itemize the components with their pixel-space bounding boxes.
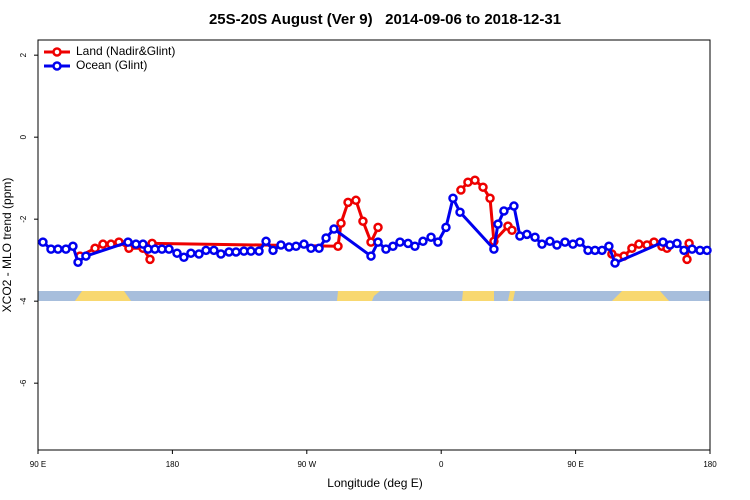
data-point (201, 245, 211, 256)
data-point (702, 245, 712, 256)
data-point (493, 219, 503, 229)
legend-label: Ocean (Glint) (76, 58, 147, 72)
data-point (687, 244, 697, 254)
data-point (507, 225, 517, 235)
x-tick-label: 90 W (297, 460, 316, 469)
data-point (682, 254, 692, 265)
y-tick-label: 2 (19, 52, 28, 57)
y-axis-label: XCO2 - MLO trend (ppm) (0, 178, 14, 313)
data-point (358, 216, 368, 226)
data-point (509, 201, 519, 211)
data-point (216, 249, 226, 259)
data-point (499, 206, 509, 216)
x-tick-label: 180 (166, 460, 180, 469)
legend-marker (52, 61, 62, 71)
y-tick-label: -6 (19, 379, 28, 387)
data-point (448, 193, 458, 204)
data-point (336, 218, 346, 229)
data-point (433, 237, 443, 247)
data-point (209, 245, 219, 256)
data-point (299, 239, 309, 249)
data-point (145, 254, 155, 265)
data-point (329, 224, 339, 234)
data-point (343, 197, 353, 208)
land-patch (612, 291, 669, 301)
data-point (231, 247, 241, 257)
data-point (261, 236, 271, 247)
y-tick-label: -4 (19, 297, 28, 305)
data-point (373, 222, 383, 233)
data-point (530, 232, 540, 242)
data-point (470, 175, 480, 185)
data-point (627, 243, 637, 254)
data-point (351, 195, 361, 206)
data-point (545, 236, 555, 247)
data-point (560, 237, 570, 247)
data-point (610, 258, 620, 268)
x-tick-label: 90 E (30, 460, 46, 469)
data-point (276, 240, 286, 250)
y-tick-label: 0 (19, 134, 28, 139)
data-point (522, 229, 532, 240)
y-tick-label: -2 (19, 215, 28, 223)
data-point (388, 241, 398, 251)
data-point (373, 237, 383, 247)
data-point (426, 232, 436, 242)
data-point (98, 239, 108, 249)
data-point (478, 182, 488, 192)
plot-frame (37, 39, 711, 451)
legend-marker (52, 47, 62, 57)
data-point (604, 241, 614, 251)
x-axis-label: Longitude (deg E) (327, 476, 422, 490)
data-point (441, 222, 451, 233)
land-patch (508, 291, 515, 301)
land-patch (462, 291, 494, 301)
data-point (306, 243, 316, 254)
x-tick-label: 180 (703, 460, 717, 469)
data-point (485, 193, 495, 204)
data-point (634, 239, 644, 249)
data-point (679, 245, 689, 256)
data-point (455, 207, 465, 217)
data-point (164, 244, 174, 254)
data-point (552, 240, 562, 250)
data-point (333, 241, 343, 251)
data-point (456, 185, 466, 195)
data-point (672, 238, 682, 249)
data-point (314, 243, 324, 254)
data-point (366, 251, 376, 261)
x-tick-label: 90 E (567, 460, 583, 469)
chart-title: 25S-20S August (Ver 9) 2014-09-06 to 201… (209, 11, 561, 28)
data-point (246, 246, 256, 256)
data-point (123, 237, 133, 247)
land-ocean-strip (38, 291, 710, 301)
data-point (254, 246, 264, 256)
data-point (291, 241, 301, 251)
x-tick-label: 0 (439, 460, 444, 469)
legend-label: Land (Nadir&Glint) (76, 44, 175, 58)
data-point (68, 241, 78, 251)
data-point (575, 237, 585, 247)
data-point (537, 239, 547, 249)
data-point (321, 233, 331, 243)
data-point (395, 237, 405, 247)
land-patch (75, 291, 131, 301)
data-point (73, 257, 83, 267)
data-point (418, 236, 428, 247)
data-point (179, 252, 189, 263)
data-point (489, 244, 499, 254)
data-point (38, 237, 48, 247)
data-point (81, 251, 91, 261)
data-point (172, 248, 182, 258)
data-point (194, 249, 204, 259)
data-point (410, 241, 420, 251)
data-point (268, 245, 278, 256)
data-point (53, 244, 63, 254)
data-point (186, 248, 196, 258)
data-point (597, 245, 607, 256)
land-patch (337, 291, 380, 301)
